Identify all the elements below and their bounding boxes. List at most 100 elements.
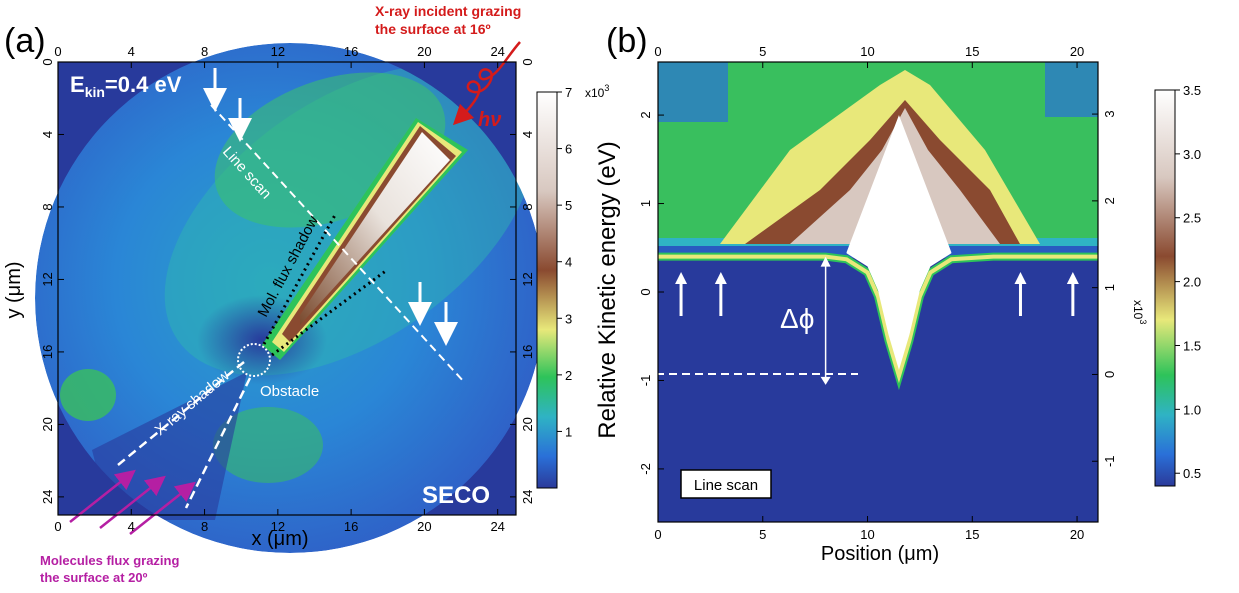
molecules-line1: Molecules flux grazing — [40, 553, 179, 568]
x-tick-label: 15 — [965, 527, 979, 542]
obstacle-annotation: Obstacle — [260, 383, 319, 400]
top-tick-label: 16 — [344, 44, 358, 59]
xray-shadow-edge-lower — [184, 377, 252, 509]
mol-shadow-edge-upper — [262, 214, 337, 345]
colorbar-a-ticks: 1 2 3 4 5 6 7 — [557, 85, 572, 439]
x-tick-label: 0 — [54, 519, 61, 534]
xray-incident-line1: X-ray incident grazing — [375, 3, 521, 19]
panel-b-axes: 0 5 10 15 20 0 5 10 15 20 -2 -1 0 1 2 -1 0 1 2 3 — [638, 44, 1117, 542]
top-tick-label: 20 — [1070, 44, 1084, 59]
molecule-flux-arrow — [129, 481, 196, 535]
x-tick-label: 10 — [860, 527, 874, 542]
up-arrowhead — [1066, 272, 1079, 284]
top-tick-label: 4 — [128, 44, 135, 59]
panel-a-label: (a) — [4, 22, 46, 60]
cutoff-edge-yellow — [658, 254, 1098, 384]
x-tick-label: 24 — [490, 519, 504, 534]
colorbar-tick-label: 4 — [565, 255, 572, 270]
x-tick-label: 8 — [201, 519, 208, 534]
delta-phi-arrowhead-down — [820, 376, 831, 385]
colorbar-tick-label: 2 — [565, 368, 572, 383]
x-tick-label: 5 — [759, 527, 766, 542]
y-tick-label: 24 — [40, 490, 55, 504]
obstacle-circle — [237, 343, 271, 377]
top-tick-label: 20 — [417, 44, 431, 59]
hv-annotation: hν — [478, 109, 501, 131]
top-tick-label: 0 — [54, 44, 61, 59]
colorbar-b-ticks: 0.5 1.0 1.5 2.0 2.5 3.0 3.5 — [1175, 83, 1201, 481]
panel-a-ylabel: y (μm) — [3, 261, 25, 318]
right-tick-label: 24 — [520, 490, 535, 504]
x-tick-label: 16 — [344, 519, 358, 534]
line-scan-legend-box — [680, 469, 772, 499]
top-tick-label: 0 — [654, 44, 661, 59]
y-tick-label: 12 — [40, 272, 55, 286]
up-arrows — [675, 272, 1079, 316]
colorbar-tick-label: 5 — [565, 198, 572, 213]
xray-incident-line2: the surface at 16º — [375, 21, 491, 37]
colorbar-b — [1154, 89, 1176, 487]
panel-b: (b) Δϕ Line scan 0 5 10 15 200 5 10 15 20-2-1012… — [594, 22, 1201, 565]
x-tick-label: 12 — [271, 519, 285, 534]
top-tick-label: 5 — [759, 44, 766, 59]
molecule-flux-arrows — [69, 469, 196, 535]
delta-phi-label: Δϕ — [780, 303, 814, 334]
top-tick-label: 8 — [201, 44, 208, 59]
panel-b-right-axis-label: x103 — [1131, 300, 1148, 324]
y-tick-label: 1 — [638, 200, 653, 207]
energy-label: Ekin=0.4 eV — [70, 72, 182, 100]
molecule-flux-arrow — [69, 469, 136, 523]
y-tick-label: 20 — [40, 417, 55, 431]
up-arrowhead — [1014, 272, 1027, 284]
colorbar-tick-label: 1.0 — [1183, 402, 1201, 417]
bright-streak — [262, 118, 468, 360]
x-tick-label: 4 — [128, 519, 135, 534]
colorbar-a-multiplier: x103 — [585, 83, 609, 100]
right-tick-label: -1 — [1102, 455, 1117, 467]
colorbar-tick-label: 3.5 — [1183, 83, 1201, 98]
panel-b-xlabel: Position (μm) — [821, 543, 939, 565]
colorbar-tick-label: 2.5 — [1183, 211, 1201, 226]
molecules-line2: the surface at 20º — [40, 570, 148, 585]
right-tick-label: 8 — [520, 203, 535, 210]
top-tick-label: 10 — [860, 44, 874, 59]
cutoff-interior — [846, 115, 952, 371]
panel-a: (a) Ekin=0.4 eV Line scan Mol. fl — [3, 3, 609, 585]
colorbar-tick-label: 3 — [565, 311, 572, 326]
right-tick-label: 16 — [520, 345, 535, 359]
top-tick-label: 24 — [490, 44, 504, 59]
y-tick-label: 2 — [638, 111, 653, 118]
y-tick-label: 4 — [40, 131, 55, 138]
colorbar-a — [536, 91, 558, 489]
down-arrows — [203, 68, 458, 346]
panel-a-xlabel: x (μm) — [251, 528, 308, 550]
x-tick-label: 20 — [1070, 527, 1084, 542]
y-tick-label: 16 — [40, 345, 55, 359]
panel-b-map — [658, 62, 1098, 522]
y-tick-label: 8 — [40, 203, 55, 210]
right-tick-label: 20 — [520, 417, 535, 431]
y-tick-label: -1 — [638, 375, 653, 387]
panel-a-frame — [57, 61, 517, 516]
colorbar-tick-label: 1.5 — [1183, 338, 1201, 353]
right-tick-label: 1 — [1102, 284, 1117, 291]
up-arrowhead — [714, 272, 727, 284]
top-tick-label: 15 — [965, 44, 979, 59]
line-scan-line — [210, 104, 466, 384]
y-tick-label: 0 — [638, 288, 653, 295]
delta-phi-arrowhead-up — [820, 256, 831, 267]
y-tick-label: 0 — [40, 58, 55, 65]
molecule-flux-arrow — [99, 475, 166, 529]
colorbar-tick-label: 0.5 — [1183, 466, 1201, 481]
x-tick-label: 0 — [654, 527, 661, 542]
top-tick-label: 12 — [271, 44, 285, 59]
panel-b-ylabel: Relative Kinetic energy (eV) — [594, 141, 621, 438]
x-tick-label: 20 — [417, 519, 431, 534]
colorbar-tick-label: 7 — [565, 85, 572, 100]
right-tick-label: 0 — [1102, 371, 1117, 378]
right-tick-label: 2 — [1102, 197, 1117, 204]
colorbar-tick-label: 1 — [565, 424, 572, 439]
seco-annotation: SECO — [422, 482, 490, 509]
